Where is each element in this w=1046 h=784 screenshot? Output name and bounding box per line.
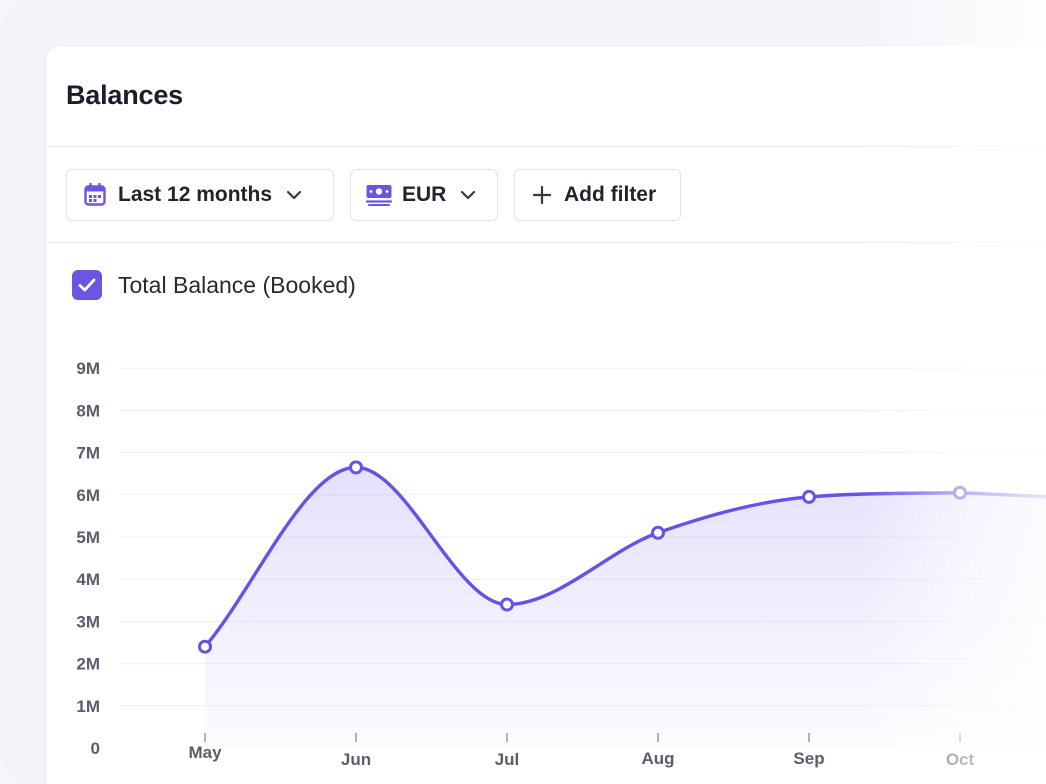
data-point-oct[interactable] [953,485,967,500]
data-point-jul[interactable] [500,597,514,612]
data-point-jun[interactable] [349,460,363,475]
x-tick-label: Jul [495,750,520,769]
data-point-sep[interactable] [802,489,816,504]
y-tick-label: 6M [76,486,100,505]
y-tick-label: 0 [91,739,100,758]
x-tick-label: Aug [641,749,674,768]
y-tick-label: 4M [76,570,100,589]
y-tick-label: 8M [76,401,100,420]
y-tick-label: 9M [76,359,100,378]
y-tick-label: 3M [76,612,100,631]
y-tick-label: 2M [76,655,100,674]
series-area [205,467,1046,748]
y-tick-label: 7M [76,444,100,463]
y-tick-label: 5M [76,528,100,547]
x-tick-label: Sep [793,749,824,768]
x-tick-label: Oct [946,750,975,769]
y-tick-label: 1M [76,697,100,716]
x-tick-label: Jun [341,750,371,769]
data-point-aug[interactable] [651,525,665,540]
data-point-may[interactable] [198,639,212,654]
y-axis-ticks: 0 1M 2M 3M 4M 5M 6M 7M 8M 9M [76,359,100,758]
